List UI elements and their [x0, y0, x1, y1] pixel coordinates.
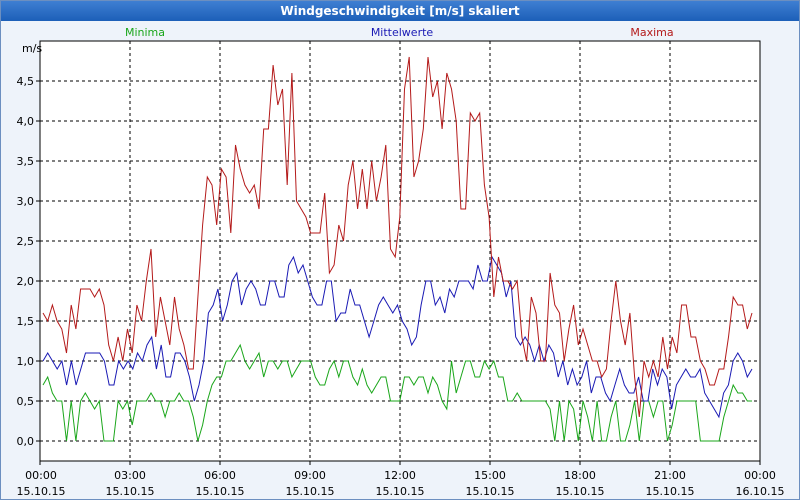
- y-tick-label: 3,0: [17, 195, 35, 208]
- x-tick-time: 03:00: [114, 469, 146, 482]
- x-tick-date: 15.10.15: [376, 485, 425, 498]
- x-tick-time: 12:00: [384, 469, 416, 482]
- x-tick-date: 15.10.15: [106, 485, 155, 498]
- x-tick-time: 09:00: [294, 469, 326, 482]
- y-axis-unit: m/s: [22, 42, 42, 55]
- x-tick-date: 15.10.15: [17, 485, 66, 498]
- x-tick-time: 18:00: [564, 469, 596, 482]
- legend-mittelwerte: Mittelwerte: [371, 26, 434, 39]
- x-tick-time: 00:00: [25, 469, 57, 482]
- y-tick-label: 4,0: [17, 115, 35, 128]
- window-title: Windgeschwindigkeit [m/s] skaliert: [1, 1, 799, 21]
- x-tick-date: 15.10.15: [196, 485, 245, 498]
- x-tick-date: 16.10.15: [736, 485, 785, 498]
- x-tick-date: 15.10.15: [286, 485, 335, 498]
- x-tick-date: 15.10.15: [466, 485, 515, 498]
- y-tick-label: 1,5: [17, 315, 35, 328]
- series-line-minima: [42, 343, 752, 442]
- series-line-maxima: [42, 56, 753, 418]
- y-axis-ticks: 0,0 0,5 1,0 1,5 2,0 2,5 3,0 3,5 4,0 4,5: [17, 75, 40, 448]
- x-tick-time: 06:00: [204, 469, 236, 482]
- y-tick-label: 4,5: [17, 75, 35, 88]
- y-tick-label: 0,0: [17, 435, 35, 448]
- y-tick-label: 1,0: [17, 355, 35, 368]
- x-tick-date: 15.10.15: [556, 485, 605, 498]
- y-tick-label: 2,0: [17, 275, 35, 288]
- x-tick-time: 00:00: [744, 469, 776, 482]
- y-tick-label: 2,5: [17, 235, 35, 248]
- x-tick-date: 15.10.15: [646, 485, 695, 498]
- x-tick-time: 21:00: [654, 469, 686, 482]
- x-axis-ticks: 00:00 15.10.15 03:00 15.10.15 06:00 15.10.15 0…: [17, 461, 785, 498]
- x-tick-time: 15:00: [474, 469, 506, 482]
- legend-maxima: Maxima: [630, 26, 673, 39]
- y-tick-label: 0,5: [17, 395, 35, 408]
- legend-minima: Minima: [125, 26, 165, 39]
- y-tick-label: 3,5: [17, 155, 35, 168]
- series-line-mittelwerte: [42, 255, 753, 419]
- series-lines: [42, 56, 753, 442]
